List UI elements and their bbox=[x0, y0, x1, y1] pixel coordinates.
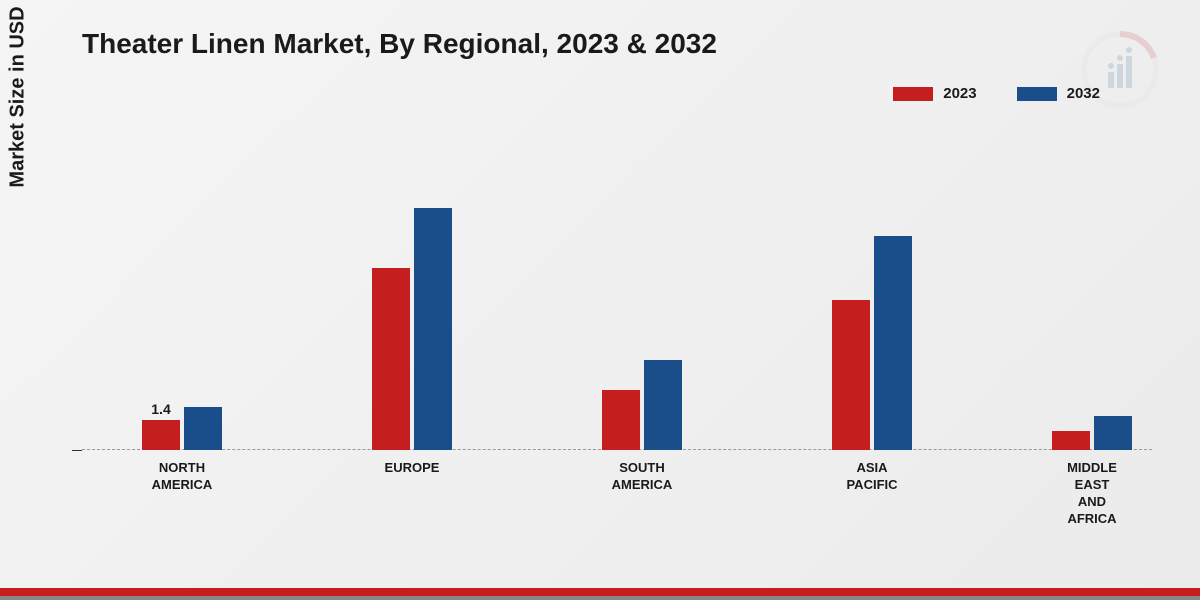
bar-value-label: 1.4 bbox=[142, 401, 180, 417]
legend-swatch bbox=[1017, 87, 1057, 101]
bar bbox=[184, 407, 222, 450]
footer-grey-stripe bbox=[0, 596, 1200, 600]
footer-bar bbox=[0, 588, 1200, 600]
legend-item-2032: 2032 bbox=[1017, 85, 1100, 102]
bar bbox=[1094, 416, 1132, 450]
bar bbox=[874, 236, 912, 450]
bar bbox=[142, 420, 180, 450]
legend-label: 2032 bbox=[1067, 85, 1100, 102]
bar bbox=[644, 360, 682, 450]
y-axis-label: Market Size in USD Billion bbox=[7, 0, 30, 188]
bar bbox=[1052, 431, 1090, 450]
bar bbox=[602, 390, 640, 450]
legend: 2023 2032 bbox=[893, 85, 1100, 102]
bar-group bbox=[1052, 416, 1132, 450]
bar-group bbox=[372, 208, 452, 450]
bar bbox=[372, 268, 410, 450]
plot-area: 1.4 bbox=[82, 150, 1152, 450]
bar-group: 1.4 bbox=[142, 407, 222, 450]
bar-group bbox=[602, 360, 682, 450]
bar bbox=[414, 208, 452, 450]
x-axis-label: EUROPE bbox=[362, 460, 462, 477]
bar bbox=[832, 300, 870, 450]
chart-title: Theater Linen Market, By Regional, 2023 … bbox=[82, 28, 717, 60]
watermark-logo bbox=[1080, 30, 1160, 115]
x-axis-label: MIDDLE EAST AND AFRICA bbox=[1042, 460, 1142, 528]
x-axis-label: ASIA PACIFIC bbox=[822, 460, 922, 494]
legend-swatch bbox=[893, 87, 933, 101]
bar-group bbox=[832, 236, 912, 450]
y-axis-tick bbox=[72, 450, 82, 451]
legend-label: 2023 bbox=[943, 85, 976, 102]
x-axis-label: SOUTH AMERICA bbox=[592, 460, 692, 494]
x-axis-label: NORTH AMERICA bbox=[132, 460, 232, 494]
legend-item-2023: 2023 bbox=[893, 85, 976, 102]
footer-red-stripe bbox=[0, 588, 1200, 596]
